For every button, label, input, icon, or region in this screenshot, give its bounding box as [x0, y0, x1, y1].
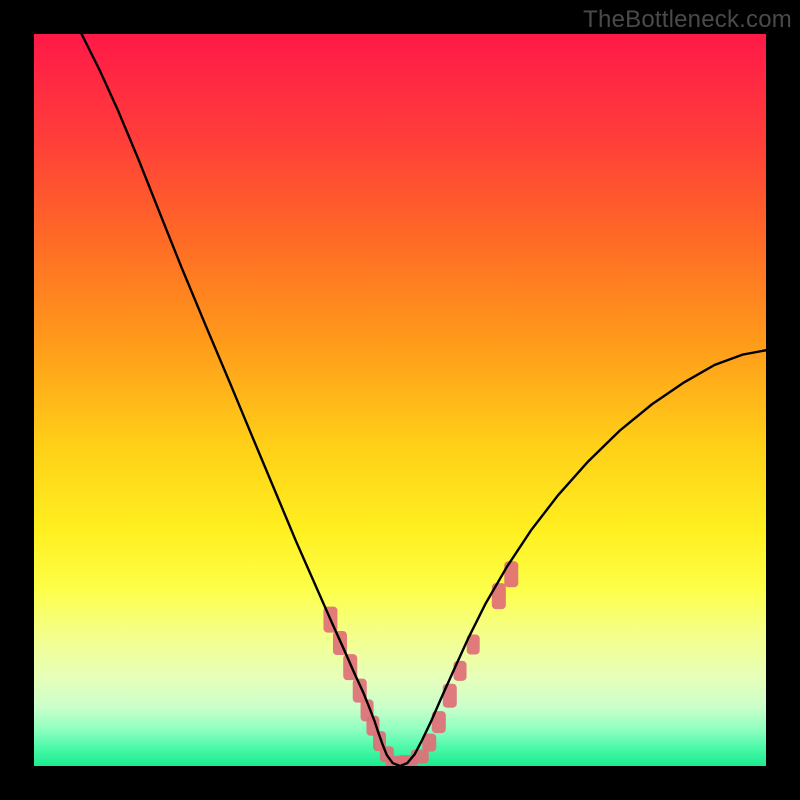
scatter-markers — [323, 561, 518, 766]
marker — [504, 561, 518, 587]
watermark-text: TheBottleneck.com — [583, 6, 792, 34]
curve-layer — [34, 34, 766, 766]
chart-frame: TheBottleneck.com — [0, 0, 800, 800]
plot-area — [34, 34, 766, 766]
